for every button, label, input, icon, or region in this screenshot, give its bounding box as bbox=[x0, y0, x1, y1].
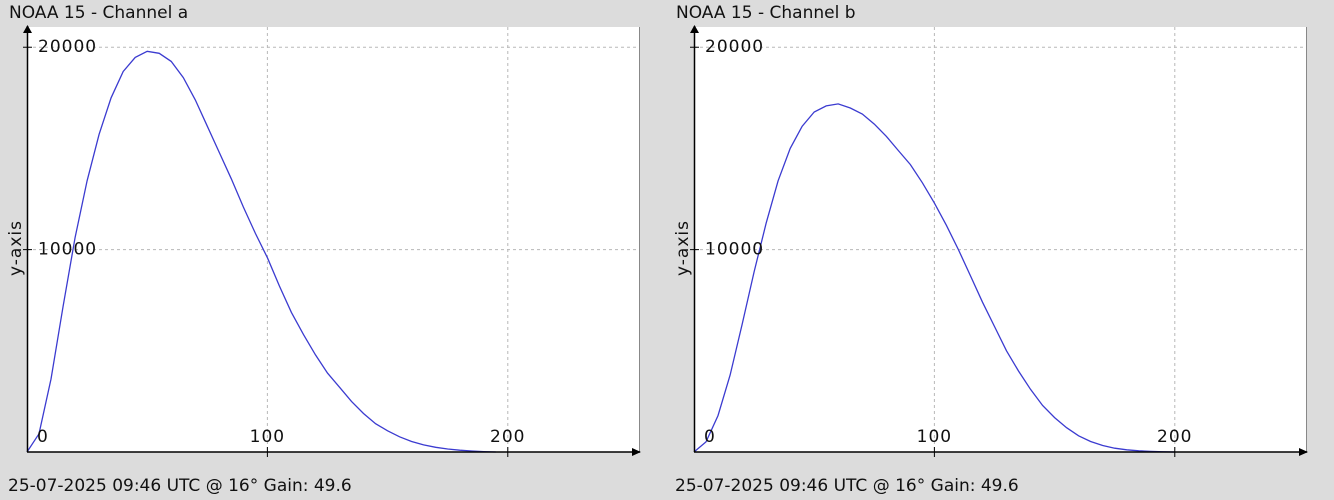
y-axis-label: y-axis bbox=[6, 220, 26, 276]
x-tick-label: 200 bbox=[1157, 427, 1192, 447]
chart-footer: 25-07-2025 09:46 UTC @ 16° Gain: 49.6 bbox=[8, 476, 352, 496]
chart-footer: 25-07-2025 09:46 UTC @ 16° Gain: 49.6 bbox=[675, 476, 1019, 496]
chart-title: NOAA 15 - Channel b bbox=[676, 3, 856, 23]
data-series-line bbox=[26, 50, 496, 453]
data-series-line bbox=[693, 103, 1175, 453]
x-axis-arrow-icon bbox=[632, 448, 641, 456]
x-tick-label: 200 bbox=[490, 427, 525, 447]
y-tick-label: 20000 bbox=[705, 37, 764, 57]
y-tick-label: 10000 bbox=[38, 240, 97, 260]
y-tick-label: 20000 bbox=[38, 37, 97, 57]
y-axis-arrow-icon bbox=[23, 25, 32, 33]
x-tick-label: 100 bbox=[250, 427, 285, 447]
chart-panel-channel-b: NOAA 15 - Channel b 0 100 200 10000 20000 y-… bbox=[667, 0, 1334, 500]
x-tick-label: 0 bbox=[704, 427, 716, 447]
y-axis-label: y-axis bbox=[673, 220, 693, 276]
chart-panel-channel-a: NOAA 15 - Channel a 0 100 200 10000 20000 y-… bbox=[6, 3, 641, 496]
y-axis-arrow-icon bbox=[690, 25, 699, 33]
chart-svg: 0 100 200 10000 20000 bbox=[690, 25, 1308, 457]
chart-svg: 0 100 200 10000 20000 bbox=[23, 25, 641, 457]
plot-area: 0 100 200 10000 20000 bbox=[23, 25, 641, 457]
y-tick-label: 10000 bbox=[705, 240, 764, 260]
plot-area: 0 100 200 10000 20000 bbox=[690, 25, 1308, 457]
x-axis-arrow-icon bbox=[1299, 448, 1308, 456]
chart-title: NOAA 15 - Channel a bbox=[9, 3, 189, 23]
x-tick-label: 100 bbox=[917, 427, 952, 447]
x-tick-label: 0 bbox=[37, 427, 49, 447]
